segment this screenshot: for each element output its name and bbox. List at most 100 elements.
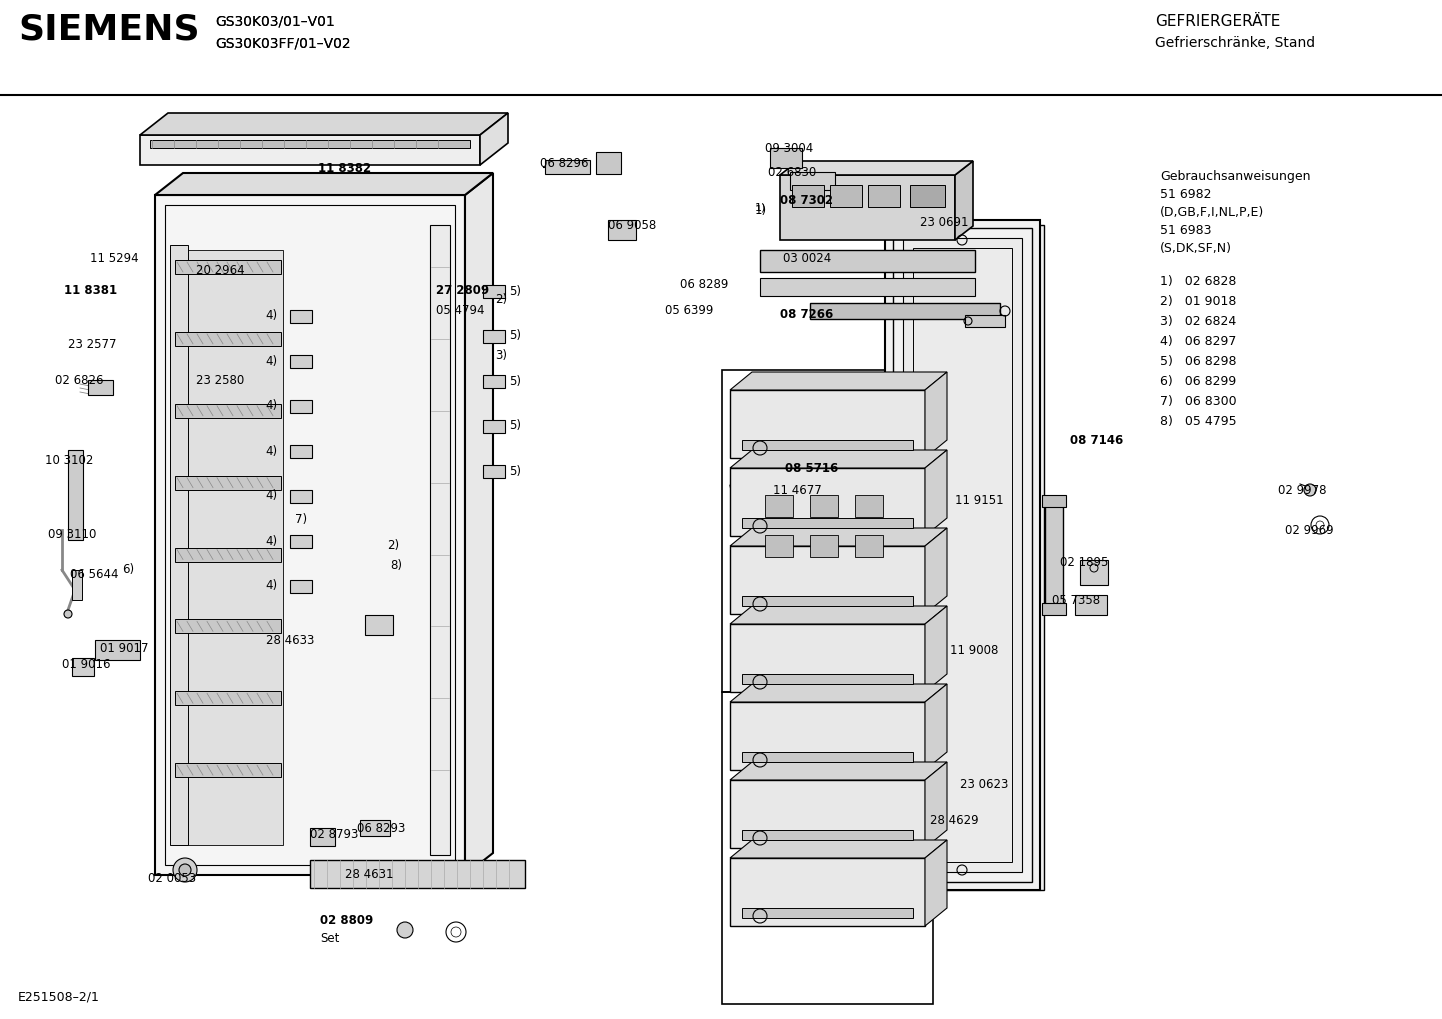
Bar bbox=[743, 440, 913, 450]
Bar bbox=[743, 908, 913, 918]
Bar bbox=[174, 260, 281, 274]
Circle shape bbox=[63, 610, 72, 618]
Polygon shape bbox=[154, 173, 493, 195]
Polygon shape bbox=[730, 470, 906, 580]
Text: 11 4677: 11 4677 bbox=[773, 483, 822, 496]
Bar bbox=[790, 172, 835, 190]
Bar bbox=[810, 535, 838, 557]
Text: 27 2809: 27 2809 bbox=[435, 283, 489, 297]
Bar bbox=[730, 780, 924, 848]
Text: (D,GB,F,I,NL,P,E): (D,GB,F,I,NL,P,E) bbox=[1159, 206, 1265, 219]
Text: 28 4629: 28 4629 bbox=[930, 813, 979, 826]
Bar bbox=[72, 658, 94, 676]
Text: 02 8793: 02 8793 bbox=[310, 828, 359, 842]
Polygon shape bbox=[730, 606, 947, 624]
Bar bbox=[893, 228, 1032, 882]
Text: 02 6830: 02 6830 bbox=[769, 165, 816, 178]
Text: 4): 4) bbox=[265, 355, 277, 368]
Text: 09 3110: 09 3110 bbox=[48, 529, 97, 541]
Bar bbox=[290, 310, 311, 323]
Bar bbox=[609, 220, 636, 240]
Polygon shape bbox=[730, 762, 947, 780]
Text: 11 9008: 11 9008 bbox=[950, 644, 998, 656]
Bar bbox=[913, 248, 1012, 862]
Bar bbox=[1080, 560, 1107, 585]
Bar bbox=[760, 278, 975, 296]
Bar bbox=[722, 370, 933, 692]
Text: GS30K03/01–V01: GS30K03/01–V01 bbox=[215, 14, 335, 28]
Bar bbox=[1045, 500, 1063, 610]
Bar bbox=[360, 820, 389, 836]
Bar bbox=[174, 547, 281, 561]
Bar bbox=[1074, 595, 1107, 615]
Bar bbox=[174, 476, 281, 489]
Bar bbox=[290, 445, 311, 458]
Text: GS30K03FF/01–V02: GS30K03FF/01–V02 bbox=[215, 36, 350, 50]
Bar bbox=[810, 495, 838, 517]
Bar bbox=[174, 691, 281, 705]
Text: 08 5716: 08 5716 bbox=[784, 462, 838, 475]
Bar bbox=[173, 250, 283, 845]
Text: 51 6982: 51 6982 bbox=[1159, 187, 1211, 201]
Text: 11 8381: 11 8381 bbox=[63, 283, 117, 297]
Text: 2): 2) bbox=[495, 293, 508, 307]
Text: 08 7302: 08 7302 bbox=[780, 194, 833, 207]
Text: 01 9016: 01 9016 bbox=[62, 658, 111, 672]
Bar bbox=[770, 148, 802, 168]
Bar bbox=[290, 535, 311, 548]
Text: 23 0691: 23 0691 bbox=[920, 215, 969, 228]
Text: 4): 4) bbox=[265, 489, 277, 502]
Bar bbox=[760, 250, 975, 272]
Text: 6)   06 8299: 6) 06 8299 bbox=[1159, 375, 1236, 388]
Bar bbox=[72, 570, 82, 600]
Text: 02 6826: 02 6826 bbox=[55, 374, 104, 386]
Polygon shape bbox=[730, 684, 947, 702]
Bar bbox=[743, 596, 913, 606]
Bar bbox=[95, 640, 140, 660]
Bar bbox=[164, 205, 456, 865]
Bar bbox=[868, 185, 900, 207]
Polygon shape bbox=[924, 840, 947, 926]
Text: Gefrierschränke, Stand: Gefrierschränke, Stand bbox=[1155, 36, 1315, 50]
Circle shape bbox=[173, 858, 198, 882]
Text: 23 2580: 23 2580 bbox=[196, 374, 244, 386]
Text: 5): 5) bbox=[509, 465, 521, 478]
Text: 11 5294: 11 5294 bbox=[89, 252, 138, 265]
Text: 05 4794: 05 4794 bbox=[435, 304, 485, 317]
Bar bbox=[730, 624, 924, 692]
Text: 51 6983: 51 6983 bbox=[1159, 224, 1211, 237]
Text: 05 6399: 05 6399 bbox=[665, 304, 714, 317]
Bar bbox=[170, 245, 187, 845]
Text: E251508–2/1: E251508–2/1 bbox=[17, 990, 99, 1003]
Bar bbox=[743, 674, 913, 684]
Bar bbox=[722, 692, 933, 1004]
Circle shape bbox=[1304, 484, 1317, 496]
Bar bbox=[810, 303, 999, 319]
Bar bbox=[730, 390, 924, 458]
Text: 10 3102: 10 3102 bbox=[45, 453, 94, 467]
Text: 20 2964: 20 2964 bbox=[196, 264, 244, 276]
Bar bbox=[743, 518, 913, 528]
Bar bbox=[140, 135, 480, 165]
Bar bbox=[290, 580, 311, 593]
Polygon shape bbox=[780, 161, 973, 175]
Bar bbox=[897, 225, 1044, 890]
Text: 1)   02 6828: 1) 02 6828 bbox=[1159, 275, 1236, 288]
Text: 11 8382: 11 8382 bbox=[319, 161, 372, 174]
Bar bbox=[88, 380, 112, 395]
Bar bbox=[965, 315, 1005, 327]
Bar bbox=[290, 490, 311, 503]
Bar bbox=[430, 225, 450, 855]
Text: 5): 5) bbox=[509, 329, 521, 342]
Text: 28 4633: 28 4633 bbox=[265, 634, 314, 646]
Text: GS30K03/01–V01: GS30K03/01–V01 bbox=[215, 14, 335, 28]
Bar bbox=[730, 468, 924, 536]
Text: Gebrauchsanweisungen: Gebrauchsanweisungen bbox=[1159, 170, 1311, 183]
Text: 1): 1) bbox=[756, 202, 766, 212]
Polygon shape bbox=[480, 113, 508, 165]
Text: 06 8293: 06 8293 bbox=[358, 821, 405, 835]
Text: 4): 4) bbox=[265, 535, 277, 547]
Text: GS30K03FF/01–V02: GS30K03FF/01–V02 bbox=[215, 36, 350, 50]
Bar bbox=[1043, 495, 1066, 507]
Bar bbox=[780, 175, 955, 240]
